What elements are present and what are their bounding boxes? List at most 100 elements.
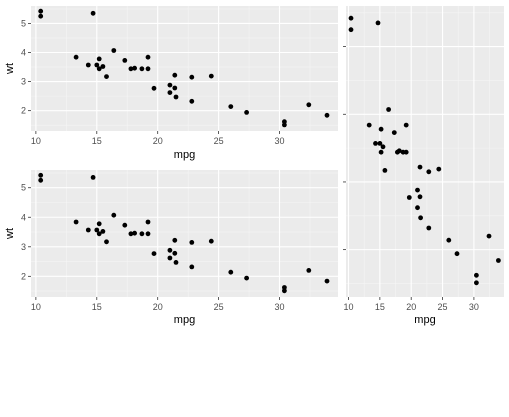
- data-point: [348, 27, 354, 33]
- data-point: [90, 10, 96, 16]
- x-tick-label: 25: [214, 302, 224, 312]
- data-point: [145, 231, 151, 237]
- data-point: [96, 221, 102, 227]
- data-point: [38, 13, 44, 19]
- y-tick-label: 2: [21, 106, 26, 116]
- data-point: [94, 62, 100, 68]
- data-point: [189, 98, 195, 104]
- data-point: [189, 240, 195, 245]
- data-point: [378, 149, 384, 155]
- data-point: [122, 58, 128, 63]
- data-point: [208, 73, 214, 79]
- data-point: [38, 8, 44, 14]
- data-point: [38, 177, 44, 183]
- data-point: [417, 164, 423, 170]
- panel-background: [346, 6, 504, 297]
- data-point: [496, 258, 501, 263]
- data-point: [122, 222, 128, 228]
- x-tick-label: 20: [153, 136, 163, 146]
- data-point: [366, 122, 372, 128]
- data-point: [418, 215, 423, 221]
- data-point: [100, 229, 106, 234]
- data-point: [104, 74, 109, 79]
- data-point: [73, 219, 79, 225]
- data-point: [282, 288, 287, 294]
- data-point: [73, 54, 79, 60]
- data-point: [306, 102, 312, 108]
- data-point: [382, 168, 388, 173]
- y-tick-label: 4: [21, 212, 26, 222]
- panel-background: [31, 6, 338, 131]
- data-point: [486, 233, 492, 239]
- x-tick-label: 15: [375, 302, 385, 312]
- data-point: [90, 175, 96, 180]
- data-point: [167, 90, 173, 95]
- data-point: [426, 225, 432, 231]
- data-point: [324, 112, 330, 118]
- data-point: [377, 141, 383, 146]
- panel-bottom-left: 10 15 20 25 30 2 3 4 5 mpg wt: [4, 170, 338, 326]
- y-tick-label: 5: [21, 18, 26, 28]
- data-point: [436, 166, 442, 172]
- data-point: [348, 15, 354, 21]
- data-point: [446, 237, 452, 243]
- data-point: [406, 195, 412, 200]
- x-axis-title: mpg: [174, 149, 195, 161]
- data-point: [378, 126, 384, 132]
- data-point: [386, 107, 391, 112]
- data-point: [96, 231, 102, 237]
- data-point: [375, 20, 381, 26]
- x-tick-label: 30: [275, 136, 285, 146]
- data-point: [474, 272, 479, 278]
- data-point: [415, 187, 420, 193]
- data-point: [151, 85, 157, 91]
- data-point: [208, 238, 214, 244]
- y-axis-title: wt: [4, 228, 16, 240]
- data-point: [396, 148, 402, 154]
- x-tick-label: 20: [153, 302, 163, 312]
- x-tick-label: 10: [344, 302, 354, 312]
- data-point: [167, 82, 173, 88]
- panel-right: 10 15 20 25 30 mpg: [343, 6, 504, 326]
- data-point: [172, 72, 178, 78]
- data-point: [38, 172, 44, 178]
- data-point: [132, 230, 138, 236]
- x-tick-label: 15: [92, 136, 102, 146]
- data-point: [403, 122, 409, 128]
- data-point: [111, 48, 117, 53]
- y-tick-label: 5: [21, 183, 26, 193]
- x-tick-label: 10: [31, 302, 41, 312]
- data-point: [189, 74, 195, 80]
- data-point: [391, 130, 397, 136]
- data-point: [167, 255, 173, 261]
- data-point: [373, 141, 378, 146]
- data-point: [417, 194, 423, 200]
- data-point: [104, 239, 109, 245]
- x-tick-label: 20: [406, 302, 416, 312]
- data-point: [380, 144, 386, 150]
- y-axis-title: wt: [4, 63, 16, 75]
- data-point: [128, 231, 134, 237]
- data-point: [167, 247, 173, 253]
- data-point: [426, 169, 432, 175]
- data-point: [474, 280, 479, 286]
- data-point: [454, 251, 460, 257]
- data-point: [306, 268, 312, 273]
- data-point: [282, 285, 287, 290]
- data-point: [145, 219, 151, 225]
- y-tick-label: 3: [21, 77, 26, 87]
- data-point: [145, 54, 151, 60]
- data-point: [173, 94, 179, 100]
- data-point: [173, 260, 179, 265]
- data-point: [172, 237, 178, 243]
- data-point: [85, 62, 91, 68]
- data-point: [403, 149, 409, 155]
- y-tick-label: 2: [21, 271, 26, 281]
- data-point: [244, 275, 250, 281]
- data-point: [151, 251, 157, 256]
- y-tick-label: 3: [21, 242, 26, 252]
- data-point: [96, 56, 102, 62]
- data-point: [172, 85, 178, 91]
- data-point: [128, 66, 134, 72]
